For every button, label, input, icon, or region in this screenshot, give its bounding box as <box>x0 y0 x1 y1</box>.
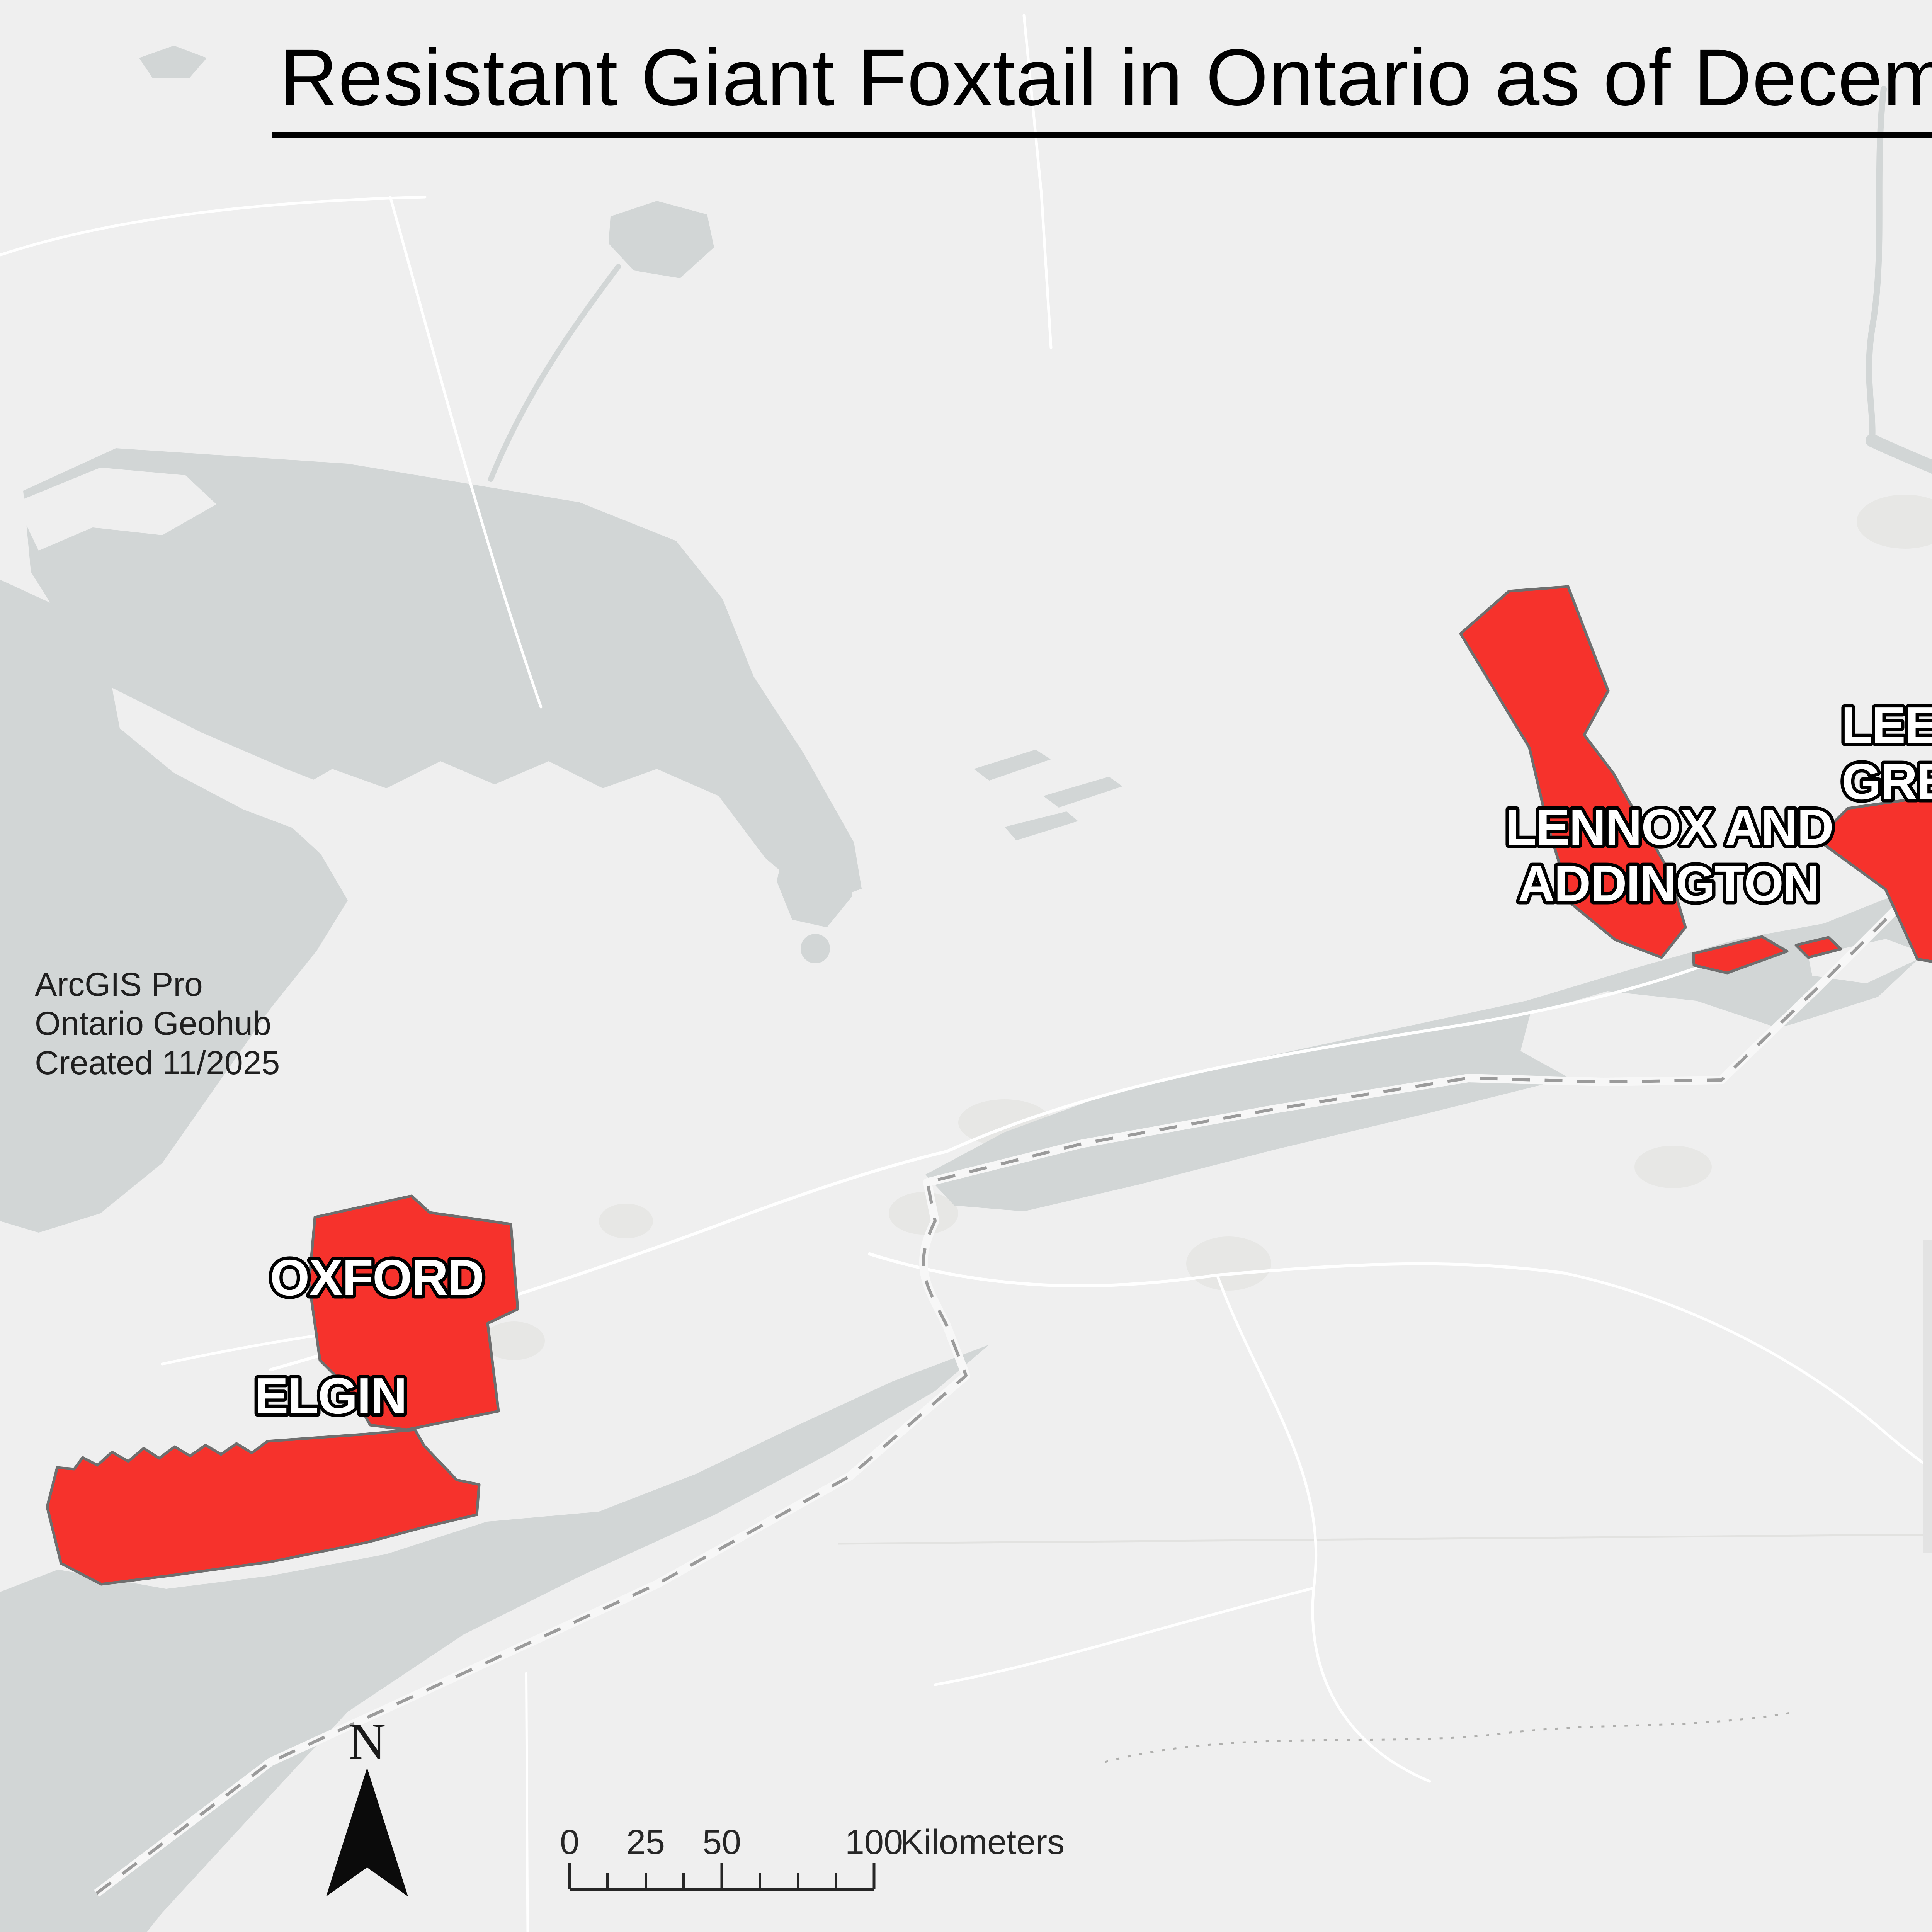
scale-tick-100: 100 <box>845 1823 903 1862</box>
faint-boundary-lines <box>838 1533 1932 1545</box>
region-oxford <box>308 1194 519 1431</box>
bruce-peninsula <box>112 688 390 838</box>
label-elgin: ELGIN <box>254 1367 406 1424</box>
manitoulin-island <box>15 468 216 551</box>
water-bodies <box>0 46 1932 1932</box>
credits-line-software: ArcGIS Pro <box>35 966 203 1003</box>
region-lennox-amherst-island <box>1692 935 1789 975</box>
region-lennox-island-2 <box>1794 936 1842 959</box>
region-leeds-and-grenville <box>1815 790 1932 963</box>
label-oxford: OXFORD <box>270 1249 484 1306</box>
scale-bar-labels: 0 25 50 100 Kilometers <box>560 1823 1065 1862</box>
lake-huron <box>0 580 348 1233</box>
region-labels: PRESCOTT AND RUSSELL LEEDS AND GRENVILLE… <box>251 694 1932 1428</box>
title-bar: Resistant Giant Foxtail in Ontario as of… <box>0 36 1932 138</box>
scale-tick-50: 50 <box>702 1823 741 1862</box>
kawartha-lake-3 <box>1005 811 1078 840</box>
credits-block: ArcGIS Pro Ontario Geohub Created 11/202… <box>35 965 280 1083</box>
lake-simcoe <box>777 827 852 927</box>
north-arrow-icon <box>326 1768 408 1896</box>
kawartha-lake-2 <box>1043 777 1122 808</box>
page-title: Resistant Giant Foxtail in Ontario as of… <box>272 36 1932 138</box>
kawartha-lake-1 <box>974 750 1051 781</box>
lake-erie <box>0 1345 989 1932</box>
north-label: N <box>349 1713 386 1770</box>
region-elgin <box>46 1428 481 1586</box>
lake-ontario <box>925 916 1932 1211</box>
road-lines <box>0 14 1932 1932</box>
scale-bar <box>568 1863 876 1891</box>
french-river <box>488 264 621 482</box>
scale-tick-25: 25 <box>626 1823 665 1862</box>
credits-line-date: Created 11/2025 <box>35 1044 280 1082</box>
north-arrow: N <box>326 1713 408 1896</box>
lake-couchiching <box>801 934 830 963</box>
label-lennox-addington-line1: LENNOX AND <box>1505 799 1833 855</box>
scale-unit-label: Kilometers <box>900 1823 1065 1862</box>
small-lake-northwest <box>139 46 207 78</box>
ottawa-river-upper <box>1866 86 1887 444</box>
label-lennox-addington-line2: ADDINGTON <box>1518 855 1819 912</box>
lake-nipissing <box>609 201 714 278</box>
scale-tick-0: 0 <box>560 1823 579 1862</box>
international-boundary-dashes <box>95 898 1932 1895</box>
label-leeds-grenville-line2: GRENVILLE <box>1842 753 1932 810</box>
prince-edward-county <box>1520 991 1777 1092</box>
region-lennox-and-addington <box>1459 585 1687 959</box>
regions-wsaa-2 <box>46 585 1932 1586</box>
credits-line-source: Ontario Geohub <box>35 1005 271 1043</box>
label-leeds-grenville-line1: LEEDS AND <box>1841 697 1932 753</box>
georgian-bay <box>23 448 862 904</box>
legend-panel: Chemical Groups WSAA 1,2 WSAA 2 <box>1923 1240 1932 1553</box>
